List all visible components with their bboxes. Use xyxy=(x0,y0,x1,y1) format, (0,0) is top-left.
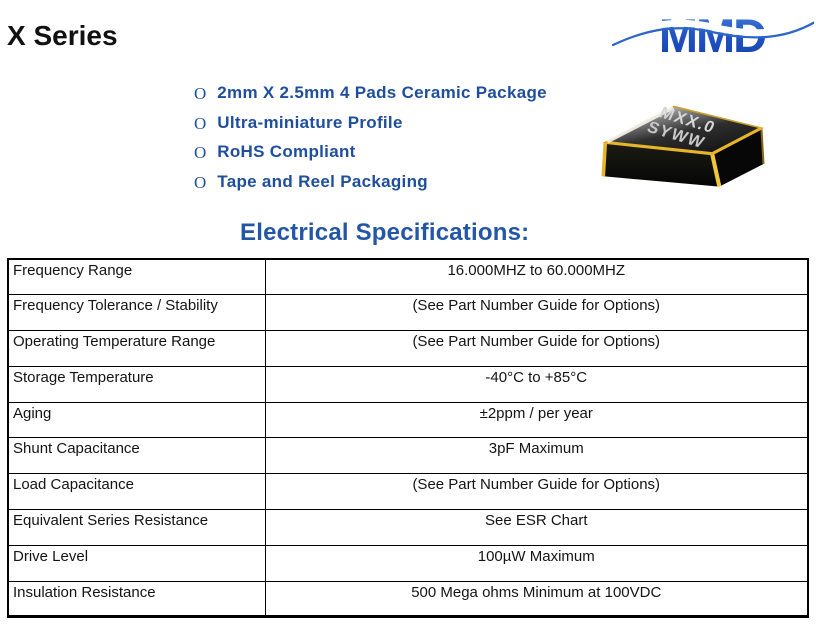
section-heading: Electrical Specifications: xyxy=(240,219,530,246)
page-title: X Series xyxy=(7,20,118,51)
spec-parameter: Equivalent Series Resistance xyxy=(7,509,266,546)
gold-edge-right xyxy=(760,127,765,165)
bullet-icon: O xyxy=(194,172,207,192)
table-row: Storage Temperature -40°C to +85°C xyxy=(7,365,809,403)
feature-item: O Ultra-miniature Profile xyxy=(194,113,547,143)
feature-label: RoHS Compliant xyxy=(217,142,356,161)
spec-parameter: Frequency Tolerance / Stability xyxy=(7,294,266,332)
table-row: Drive Level 100µW Maximum xyxy=(7,544,809,582)
bullet-icon: O xyxy=(194,84,207,103)
table-row: Frequency Tolerance / Stability (See Part… xyxy=(7,294,809,332)
spec-table: Frequency Range 16.000MHZ to 60.000MHZ Fre… xyxy=(7,258,809,619)
table-row: Shunt Capacitance 3pF Maximum xyxy=(7,437,809,475)
table-row: Equivalent Series Resistance See ESR Char… xyxy=(7,509,809,546)
spec-value: (See Part Number Guide for Options) xyxy=(264,473,809,511)
gold-edge-front xyxy=(710,153,722,188)
gold-rim xyxy=(605,126,763,156)
spec-parameter: Load Capacitance xyxy=(7,473,266,511)
spec-value: 16.000MHZ to 60.000MHZ xyxy=(264,258,809,296)
spec-value: See ESR Chart xyxy=(264,509,809,546)
package-right-face xyxy=(712,128,764,187)
feature-item: O 2mm X 2.5mm 4 Pads Ceramic Package xyxy=(194,83,547,113)
feature-item: O Tape and Reel Packaging xyxy=(194,172,547,202)
spec-value: (See Part Number Guide for Options) xyxy=(264,330,809,367)
logo-swoosh-line xyxy=(611,20,816,47)
spec-table-body: Frequency Range 16.000MHZ to 60.000MHZ Fre… xyxy=(7,258,809,618)
spec-parameter: Insulation Resistance xyxy=(7,580,266,618)
spec-value: (See Part Number Guide for Options) xyxy=(264,294,809,332)
feature-list: O 2mm X 2.5mm 4 Pads Ceramic Package O Ultr… xyxy=(194,83,547,201)
table-row: Load Capacitance (See Part Number Guide f… xyxy=(7,473,809,511)
table-row: Operating Temperature Range (See Part Num… xyxy=(7,330,809,367)
table-row: Frequency Range 16.000MHZ to 60.000MHZ xyxy=(7,258,809,296)
feature-item: O RoHS Compliant xyxy=(194,142,547,172)
spec-parameter: Storage Temperature xyxy=(7,365,266,403)
product-image: MXX.0 SYWW xyxy=(593,92,783,200)
spec-parameter: Shunt Capacitance xyxy=(7,437,266,475)
spec-value: 500 Mega ohms Minimum at 100VDC xyxy=(264,580,809,618)
feature-label: Ultra-miniature Profile xyxy=(217,112,403,132)
bullet-icon: O xyxy=(194,143,207,162)
feature-label: 2mm X 2.5mm 4 Pads Ceramic Package xyxy=(217,83,547,102)
gold-edge-left xyxy=(601,142,608,177)
table-row: Aging ±2ppm / per year xyxy=(7,401,809,439)
table-row: Insulation Resistance 500 Mega ohms Minim… xyxy=(7,580,809,618)
spec-value: 100µW Maximum xyxy=(264,544,809,582)
spec-value: -40°C to +85°C xyxy=(264,365,809,403)
logo-swoosh-white xyxy=(611,14,816,44)
spec-parameter: Aging xyxy=(7,401,266,439)
spec-value: ±2ppm / per year xyxy=(264,401,809,439)
highlight-edge xyxy=(606,105,675,144)
bullet-icon: O xyxy=(194,113,207,133)
mmd-logo: MMD xyxy=(611,6,816,66)
feature-label: Tape and Reel Packaging xyxy=(217,171,428,191)
spec-parameter: Drive Level xyxy=(7,544,266,582)
mmd-logo-icon: MMD xyxy=(611,9,816,62)
spec-parameter: Operating Temperature Range xyxy=(7,330,266,367)
spec-value: 3pF Maximum xyxy=(264,437,809,475)
package-front-face xyxy=(603,142,720,187)
ceramic-package-icon: MXX.0 SYWW xyxy=(601,104,765,188)
spec-parameter: Frequency Range xyxy=(7,258,266,296)
